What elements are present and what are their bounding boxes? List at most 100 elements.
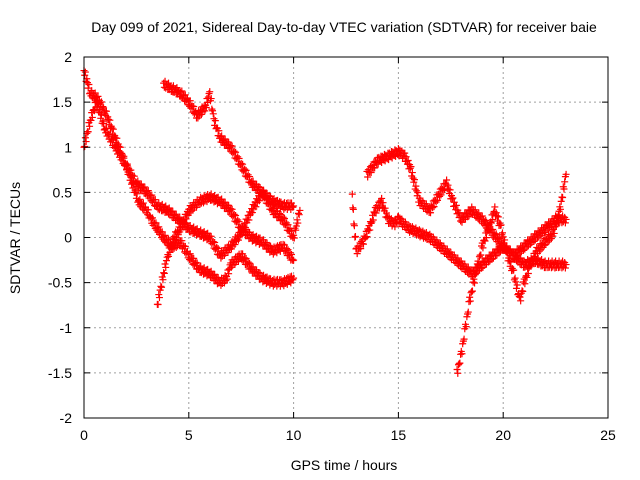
data-point — [487, 219, 495, 227]
data-point — [292, 222, 300, 230]
data-point — [475, 253, 483, 261]
data-point — [512, 278, 520, 286]
grid-lines — [84, 57, 608, 418]
data-point — [255, 183, 263, 191]
data-point — [452, 201, 460, 209]
chart-title: Day 099 of 2021, Sidereal Day-to-day VTE… — [91, 19, 597, 35]
data-point — [106, 130, 114, 138]
data-point — [122, 161, 130, 169]
data-point — [502, 244, 510, 252]
data-point — [434, 196, 442, 204]
data-point — [492, 209, 500, 217]
data-point — [166, 248, 174, 256]
y-axis-title: SDTVAR / TECUs — [7, 182, 23, 294]
data-point — [288, 255, 296, 263]
data-point — [130, 172, 138, 180]
data-point — [223, 275, 231, 283]
y-tick-label: 0.5 — [53, 184, 73, 200]
data-point — [371, 164, 379, 172]
data-point — [444, 181, 452, 189]
data-point — [367, 168, 375, 176]
data-point — [255, 268, 263, 276]
data-point — [139, 184, 147, 192]
x-tick-label: 10 — [286, 427, 302, 443]
data-point — [430, 203, 438, 211]
data-point — [429, 204, 437, 212]
data-point — [407, 163, 415, 171]
data-point — [499, 229, 507, 237]
data-point — [353, 250, 361, 258]
data-point — [141, 183, 149, 191]
data-point — [512, 284, 520, 292]
data-point — [232, 211, 240, 219]
data-point — [531, 254, 539, 262]
data-point — [232, 148, 240, 156]
data-point — [211, 238, 219, 246]
data-point — [530, 237, 538, 245]
data-point — [139, 199, 147, 207]
data-point — [230, 210, 238, 218]
data-point — [499, 233, 507, 241]
data-point — [290, 274, 298, 282]
data-point — [510, 266, 518, 274]
data-point — [411, 185, 419, 193]
data-point — [443, 176, 451, 184]
data-point — [526, 261, 534, 269]
data-point — [265, 192, 273, 200]
data-point — [427, 209, 435, 217]
data-point — [228, 142, 236, 150]
data-point — [136, 195, 144, 203]
data-point — [176, 213, 184, 221]
data-point — [196, 200, 204, 208]
data-point — [87, 116, 95, 124]
data-point — [391, 223, 399, 231]
data-point — [554, 217, 562, 225]
data-point — [464, 263, 472, 271]
data-point — [81, 134, 89, 142]
data-point — [473, 269, 481, 277]
series-trace-f — [363, 145, 570, 262]
series-trace-d — [160, 77, 298, 214]
data-point — [265, 241, 273, 249]
data-point — [562, 170, 570, 178]
data-point — [242, 255, 250, 263]
data-point — [242, 166, 250, 174]
data-point — [294, 209, 302, 217]
data-point — [190, 102, 198, 110]
data-point — [88, 113, 96, 121]
data-point — [350, 222, 358, 230]
data-point — [100, 120, 108, 128]
data-point — [362, 233, 370, 241]
data-point — [516, 293, 524, 301]
data-point — [497, 221, 505, 229]
data-point — [527, 262, 535, 270]
data-point — [237, 160, 245, 168]
data-point — [235, 154, 243, 162]
data-point — [289, 203, 297, 211]
data-point — [491, 203, 499, 211]
data-point — [446, 186, 454, 194]
x-tick-label: 20 — [495, 427, 511, 443]
data-point — [208, 105, 216, 113]
data-point — [144, 206, 152, 214]
data-point — [241, 165, 249, 173]
data-point — [144, 187, 152, 195]
data-point — [90, 107, 98, 115]
data-point — [479, 244, 487, 252]
data-point — [521, 280, 529, 288]
data-point — [151, 196, 159, 204]
data-point — [524, 269, 532, 277]
data-point — [560, 185, 568, 193]
data-point — [494, 213, 502, 221]
data-point — [439, 187, 447, 195]
data-point — [224, 248, 232, 256]
data-point — [292, 226, 300, 234]
data-point — [86, 122, 94, 130]
data-point — [290, 256, 298, 264]
data-point — [207, 232, 215, 240]
data-point — [294, 219, 302, 227]
data-point — [152, 219, 160, 227]
data-point — [209, 107, 217, 115]
data-point — [540, 241, 548, 249]
